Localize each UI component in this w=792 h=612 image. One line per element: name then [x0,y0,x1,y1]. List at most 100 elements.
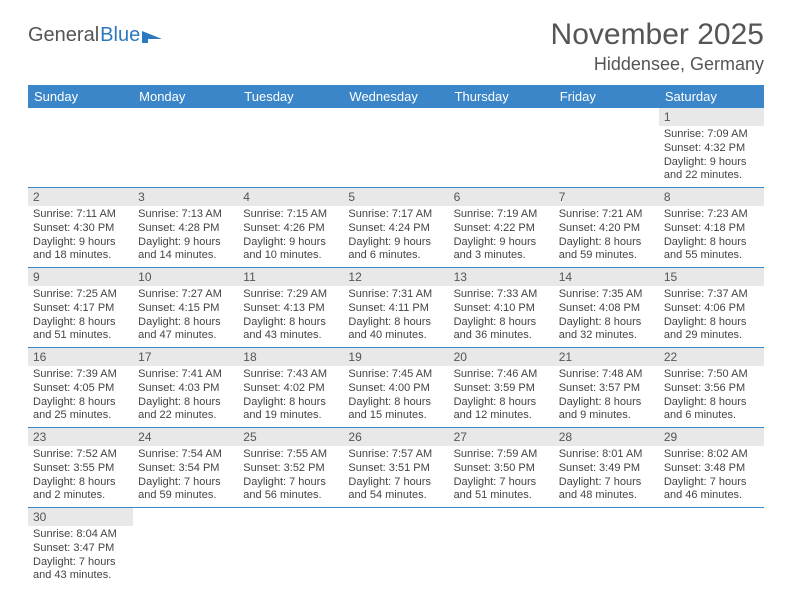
day-details [28,112,133,118]
sunrise-text: Sunrise: 7:46 AM [454,368,549,382]
daylight-text-1: Daylight: 8 hours [559,396,654,410]
calendar-cell [238,108,343,188]
sunrise-text: Sunrise: 7:15 AM [243,208,338,222]
daylight-text-1: Daylight: 8 hours [33,476,128,490]
sunrise-text: Sunrise: 7:35 AM [559,288,654,302]
day-details: Sunrise: 7:17 AMSunset: 4:24 PMDaylight:… [343,206,448,267]
day-number: 2 [28,188,133,206]
daylight-text-2: and 29 minutes. [664,329,759,343]
day-details: Sunrise: 7:54 AMSunset: 3:54 PMDaylight:… [133,446,238,507]
day-number: 21 [554,348,659,366]
calendar-cell: 6Sunrise: 7:19 AMSunset: 4:22 PMDaylight… [449,188,554,268]
day-details: Sunrise: 7:59 AMSunset: 3:50 PMDaylight:… [449,446,554,507]
calendar-cell: 17Sunrise: 7:41 AMSunset: 4:03 PMDayligh… [133,348,238,428]
calendar-cell: 24Sunrise: 7:54 AMSunset: 3:54 PMDayligh… [133,428,238,508]
day-number: 17 [133,348,238,366]
sunrise-text: Sunrise: 8:02 AM [664,448,759,462]
day-details [449,512,554,518]
sunset-text: Sunset: 4:28 PM [138,222,233,236]
brand-part2: Blue [100,24,140,47]
calendar-week: 23Sunrise: 7:52 AMSunset: 3:55 PMDayligh… [28,428,764,508]
daylight-text-1: Daylight: 7 hours [348,476,443,490]
daylight-text-2: and 25 minutes. [33,409,128,423]
calendar-cell: 22Sunrise: 7:50 AMSunset: 3:56 PMDayligh… [659,348,764,428]
daylight-text-1: Daylight: 8 hours [348,396,443,410]
calendar-week: 30Sunrise: 8:04 AMSunset: 3:47 PMDayligh… [28,508,764,588]
day-header: Monday [133,85,238,108]
sunrise-text: Sunrise: 7:57 AM [348,448,443,462]
calendar-cell: 8Sunrise: 7:23 AMSunset: 4:18 PMDaylight… [659,188,764,268]
sunset-text: Sunset: 4:17 PM [33,302,128,316]
day-number: 8 [659,188,764,206]
calendar-cell: 9Sunrise: 7:25 AMSunset: 4:17 PMDaylight… [28,268,133,348]
sunset-text: Sunset: 3:48 PM [664,462,759,476]
sunset-text: Sunset: 3:59 PM [454,382,549,396]
sunrise-text: Sunrise: 8:04 AM [33,528,128,542]
daylight-text-1: Daylight: 9 hours [348,236,443,250]
day-number: 16 [28,348,133,366]
day-header-row: Sunday Monday Tuesday Wednesday Thursday… [28,85,764,108]
day-number: 30 [28,508,133,526]
calendar-cell: 3Sunrise: 7:13 AMSunset: 4:28 PMDaylight… [133,188,238,268]
daylight-text-1: Daylight: 7 hours [454,476,549,490]
daylight-text-2: and 59 minutes. [559,249,654,263]
day-number: 25 [238,428,343,446]
calendar-cell [133,108,238,188]
sunset-text: Sunset: 4:26 PM [243,222,338,236]
sunrise-text: Sunrise: 7:43 AM [243,368,338,382]
day-number: 18 [238,348,343,366]
day-number: 5 [343,188,448,206]
daylight-text-1: Daylight: 9 hours [33,236,128,250]
sunrise-text: Sunrise: 7:13 AM [138,208,233,222]
day-details: Sunrise: 7:46 AMSunset: 3:59 PMDaylight:… [449,366,554,427]
daylight-text-1: Daylight: 7 hours [243,476,338,490]
day-number: 15 [659,268,764,286]
sunset-text: Sunset: 3:55 PM [33,462,128,476]
daylight-text-1: Daylight: 7 hours [138,476,233,490]
daylight-text-1: Daylight: 8 hours [243,316,338,330]
daylight-text-1: Daylight: 8 hours [664,316,759,330]
daylight-text-1: Daylight: 8 hours [348,316,443,330]
day-details: Sunrise: 7:31 AMSunset: 4:11 PMDaylight:… [343,286,448,347]
brand-logo: GeneralBlue [28,24,164,47]
day-number: 22 [659,348,764,366]
daylight-text-1: Daylight: 8 hours [454,396,549,410]
day-details: Sunrise: 8:04 AMSunset: 3:47 PMDaylight:… [28,526,133,587]
daylight-text-2: and 32 minutes. [559,329,654,343]
daylight-text-2: and 22 minutes. [664,169,759,183]
daylight-text-1: Daylight: 8 hours [559,316,654,330]
daylight-text-2: and 15 minutes. [348,409,443,423]
calendar-cell [449,108,554,188]
sunset-text: Sunset: 4:24 PM [348,222,443,236]
calendar-cell [133,508,238,588]
day-details: Sunrise: 7:25 AMSunset: 4:17 PMDaylight:… [28,286,133,347]
day-header: Tuesday [238,85,343,108]
daylight-text-2: and 56 minutes. [243,489,338,503]
day-details: Sunrise: 7:48 AMSunset: 3:57 PMDaylight:… [554,366,659,427]
sunrise-text: Sunrise: 7:39 AM [33,368,128,382]
daylight-text-2: and 59 minutes. [138,489,233,503]
sunset-text: Sunset: 4:32 PM [664,142,759,156]
day-number: 28 [554,428,659,446]
sunrise-text: Sunrise: 7:33 AM [454,288,549,302]
sunrise-text: Sunrise: 7:21 AM [559,208,654,222]
calendar-cell [238,508,343,588]
daylight-text-2: and 54 minutes. [348,489,443,503]
daylight-text-1: Daylight: 8 hours [33,396,128,410]
sunset-text: Sunset: 4:11 PM [348,302,443,316]
header: GeneralBlue November 2025 Hiddensee, Ger… [28,18,764,75]
sunset-text: Sunset: 4:03 PM [138,382,233,396]
day-details [133,112,238,118]
day-details: Sunrise: 7:57 AMSunset: 3:51 PMDaylight:… [343,446,448,507]
calendar-cell [659,508,764,588]
daylight-text-1: Daylight: 7 hours [664,476,759,490]
sunrise-text: Sunrise: 7:09 AM [664,128,759,142]
sunrise-text: Sunrise: 7:48 AM [559,368,654,382]
sunrise-text: Sunrise: 7:52 AM [33,448,128,462]
sunrise-text: Sunrise: 7:11 AM [33,208,128,222]
daylight-text-2: and 2 minutes. [33,489,128,503]
daylight-text-1: Daylight: 8 hours [664,236,759,250]
calendar-cell: 14Sunrise: 7:35 AMSunset: 4:08 PMDayligh… [554,268,659,348]
sunrise-text: Sunrise: 7:59 AM [454,448,549,462]
sunset-text: Sunset: 3:52 PM [243,462,338,476]
